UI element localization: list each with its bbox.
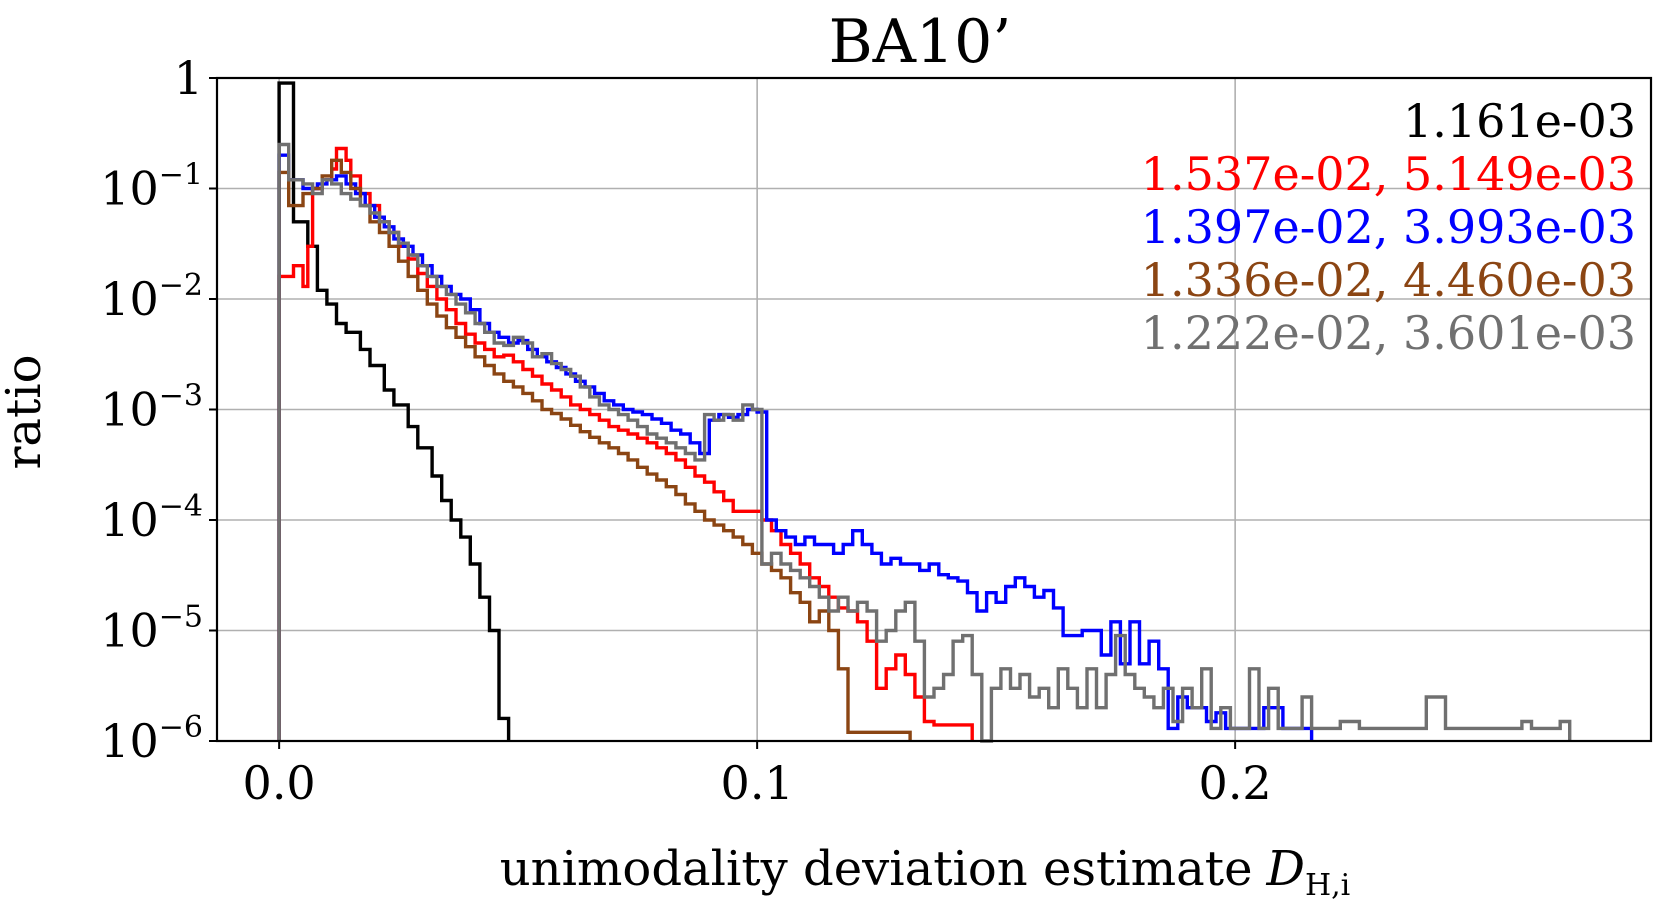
legend-entry-brown: 1.336e-02, 4.460e-03 — [1141, 253, 1636, 307]
y-tick-exponent: −4 — [159, 489, 203, 524]
x-axis-label-text: unimodality deviation estimate — [500, 841, 1253, 897]
legend-entry-blue: 1.397e-02, 3.993e-03 — [1141, 200, 1636, 254]
legend-entry-gray: 1.222e-02, 3.601e-03 — [1141, 306, 1636, 360]
y-tick-label: 10−6 — [100, 710, 203, 768]
y-tick-base: 10 — [100, 162, 159, 216]
y-tick-exponent: −2 — [159, 268, 203, 303]
y-tick-base: 10 — [100, 383, 159, 437]
y-tick-exponent: −5 — [159, 600, 203, 635]
legend-entry-black: 1.161e-03 — [1403, 94, 1636, 148]
series-layer — [277, 81, 1572, 743]
legend-entry-red: 1.537e-02, 5.149e-03 — [1141, 147, 1636, 201]
chart-title: BA10’ — [829, 7, 1012, 77]
y-axis-label: ratio — [0, 354, 52, 469]
y-tick-label: 10−4 — [100, 489, 203, 547]
series-black — [277, 81, 511, 741]
x-tick-label: 0.2 — [1199, 756, 1272, 810]
y-tick-exponent: −1 — [159, 158, 203, 193]
legend: 1.161e-031.537e-02, 5.149e-031.397e-02, … — [1141, 94, 1636, 360]
series-gray — [277, 142, 1572, 743]
x-tick-label: 0.0 — [243, 756, 316, 810]
y-tick-label: 10−5 — [100, 600, 203, 658]
x-axis-label-subscript: H,i — [1305, 868, 1350, 903]
y-tick-base: 10 — [100, 604, 159, 658]
x-axis-label: unimodality deviation estimate DH,i — [500, 841, 1351, 903]
y-tick-label: 10−2 — [100, 268, 203, 326]
y-tick-label: 10−3 — [100, 379, 203, 437]
y-tick-base: 10 — [100, 272, 159, 326]
y-tick-exponent: −6 — [159, 710, 203, 745]
y-tick-base: 10 — [100, 714, 159, 768]
y-tick-label: 1 — [174, 51, 203, 105]
y-tick-base: 10 — [100, 493, 159, 547]
y-tick-label: 10−1 — [100, 158, 203, 216]
x-tick-label: 0.1 — [721, 756, 794, 810]
x-axis-label-symbol: D — [1265, 841, 1304, 897]
y-tick-exponent: −3 — [159, 379, 203, 414]
series-blue — [277, 153, 1314, 741]
